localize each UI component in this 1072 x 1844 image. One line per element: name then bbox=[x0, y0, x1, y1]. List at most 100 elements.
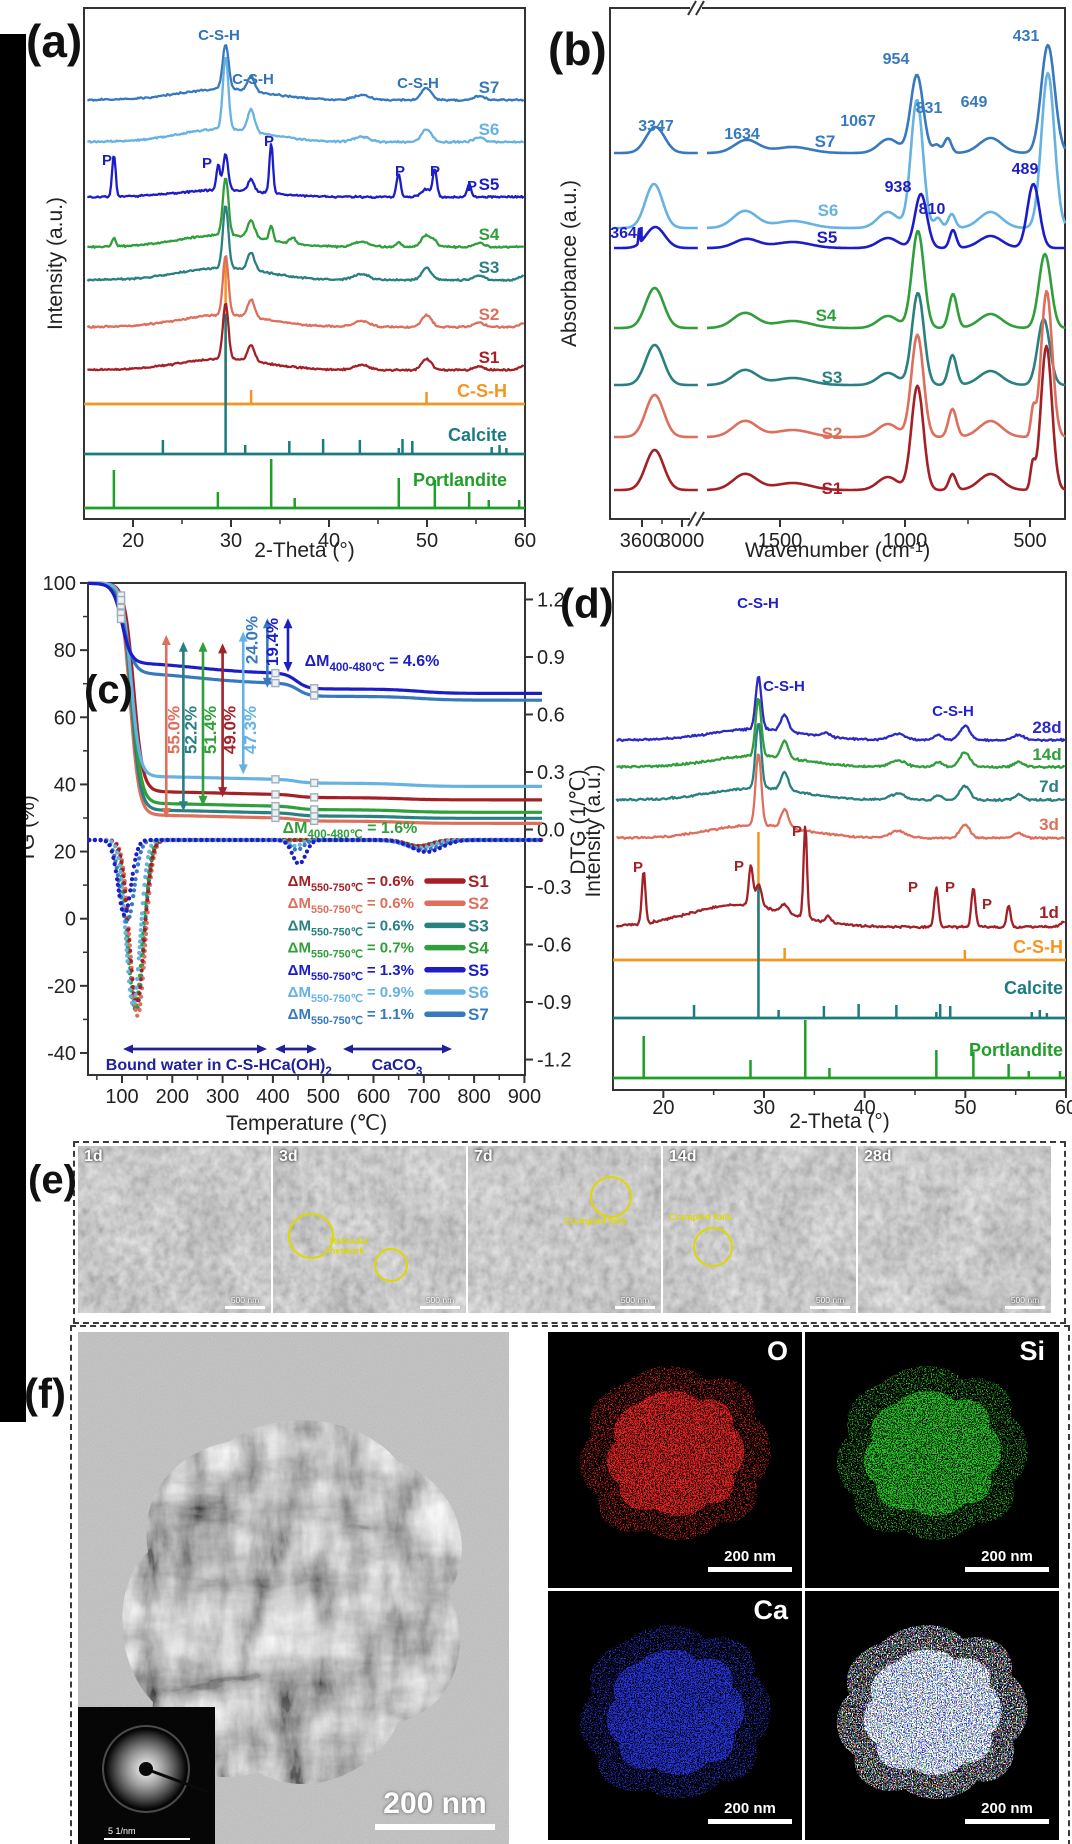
tg-marker bbox=[271, 668, 280, 678]
sem-texture-28d bbox=[858, 1146, 1051, 1313]
dtg-dot bbox=[138, 1002, 143, 1007]
legend-dm-S3: ΔM550-750℃ = 0.6% bbox=[288, 917, 414, 938]
eds-map-O: O 200 nm bbox=[548, 1332, 802, 1588]
x-tick-label: 20 bbox=[652, 1097, 674, 1119]
dtg-dot bbox=[87, 837, 92, 843]
y-axis-title-dtg: DTG (1/℃) bbox=[567, 769, 590, 874]
x-tick-label: 100 bbox=[105, 1086, 138, 1108]
arrow-head bbox=[161, 807, 171, 818]
legend-dm-S7: ΔM550-750℃ = 1.1% bbox=[288, 1006, 414, 1027]
ftir-curve-S2 bbox=[707, 289, 1066, 439]
dtg-dot bbox=[124, 942, 129, 947]
dtg-dot bbox=[416, 848, 421, 853]
dtg-dot bbox=[115, 873, 120, 878]
dtg-dot bbox=[333, 837, 338, 843]
dtg-dot bbox=[123, 889, 128, 894]
band-label-649: 649 bbox=[961, 94, 988, 111]
x-tick-label: 700 bbox=[407, 1086, 440, 1108]
panel-d-label: (d) bbox=[560, 580, 614, 627]
saed-beamstop bbox=[139, 1762, 153, 1776]
eds-element-label: Ca bbox=[753, 1595, 788, 1625]
dtg-dot bbox=[142, 838, 147, 843]
saed-pattern bbox=[78, 1707, 215, 1844]
eds-element-label: O bbox=[766, 1336, 788, 1366]
dtg-dot bbox=[113, 869, 118, 874]
x-tick-label: 1000 bbox=[883, 530, 928, 552]
panel-a-label: (a) bbox=[26, 15, 83, 67]
dtg-dot bbox=[384, 838, 389, 843]
legend-label-S4: S4 bbox=[468, 939, 489, 958]
r-tick-label: 1.2 bbox=[537, 589, 565, 611]
ref-label-C-S-H: C-S-H bbox=[1013, 937, 1063, 957]
arrow-head bbox=[218, 787, 228, 798]
sem-image-28d: 28d 500 nm bbox=[858, 1146, 1051, 1313]
sem-scalebar-line bbox=[1005, 1306, 1045, 1309]
dtg-dot bbox=[430, 843, 435, 848]
ref-label-Calcite: Calcite bbox=[1004, 978, 1063, 998]
dtg-dot bbox=[111, 855, 116, 860]
sem-scalebar: 500 nm bbox=[1005, 1295, 1045, 1309]
eds-scalebar-line bbox=[708, 1567, 792, 1572]
peak-label-P: P bbox=[264, 133, 274, 150]
dtg-dot bbox=[307, 844, 312, 849]
dtg-dot bbox=[356, 837, 361, 843]
band-label-1634: 1634 bbox=[724, 126, 760, 143]
xrd-curve-14d bbox=[616, 697, 1066, 770]
dtg-dot bbox=[123, 930, 128, 935]
dtg-dot bbox=[140, 844, 145, 849]
eds-scalebar-text: 200 nm bbox=[981, 1548, 1033, 1565]
dtg-dot bbox=[124, 948, 129, 953]
dtg-dot bbox=[492, 837, 497, 843]
r-tick-label: 0.3 bbox=[537, 762, 565, 784]
peak-label-C-S-H: C-S-H bbox=[763, 678, 805, 695]
dtg-dot bbox=[481, 837, 486, 843]
dtg-dot bbox=[124, 919, 129, 924]
annotation-text: Crumpled foils bbox=[564, 1216, 628, 1226]
tg-marker bbox=[271, 775, 280, 784]
dtg-dot bbox=[133, 1007, 138, 1012]
xrd-curve-S2 bbox=[86, 255, 525, 330]
sem-image-1d: 1d 500 nm bbox=[78, 1146, 271, 1313]
dtg-dot bbox=[133, 857, 138, 862]
ftir-curve-S3 bbox=[707, 291, 1066, 387]
sem-fine bbox=[78, 1146, 271, 1313]
arrow-head bbox=[283, 661, 293, 672]
dtg-dot bbox=[133, 877, 138, 882]
dtg-dot bbox=[400, 841, 405, 846]
eds-stray bbox=[548, 1332, 802, 1588]
dtg-dot bbox=[127, 931, 132, 937]
dtg-dot bbox=[137, 985, 143, 990]
eds-stray bbox=[548, 1591, 802, 1840]
dtg-dot bbox=[304, 849, 310, 854]
dtg-dot bbox=[127, 979, 132, 984]
dtg-dot bbox=[487, 837, 492, 843]
loss-percent-label: 19.4% bbox=[263, 618, 282, 666]
sem-scalebar-text: 500 nm bbox=[815, 1295, 845, 1305]
dtg-dot bbox=[107, 843, 112, 848]
dtg-dot bbox=[286, 837, 291, 843]
dtg-dot bbox=[435, 841, 440, 846]
ftir-curve-S5 bbox=[613, 225, 699, 250]
tg-marker bbox=[271, 678, 280, 688]
dtg-dot bbox=[127, 987, 132, 992]
dtg-dot bbox=[92, 837, 97, 843]
eds-scalebar: 200 nm bbox=[708, 1800, 792, 1824]
dtg-dot bbox=[249, 837, 254, 843]
dtg-dot bbox=[137, 1007, 142, 1012]
curve-label-S4: S4 bbox=[479, 225, 500, 244]
xrd-curve-S7 bbox=[87, 44, 525, 102]
dtg-dot bbox=[135, 1013, 140, 1018]
dtg-dot bbox=[442, 843, 448, 848]
legend-label-S3: S3 bbox=[468, 916, 489, 935]
dtg-dot bbox=[139, 968, 144, 973]
legend-dm-S4: ΔM550-750℃ = 0.7% bbox=[288, 940, 414, 961]
dtg-dot bbox=[292, 856, 297, 861]
axis-break-mark bbox=[687, 511, 697, 527]
dtg-dot bbox=[255, 837, 260, 843]
x-axis-title: 2-Theta (°) bbox=[789, 1110, 890, 1133]
panel-a-xrd-chart: 20 30 40 50 60 2-Theta (°) Intensity (a.u.) C-S… bbox=[44, 7, 536, 562]
peak-label-P: P bbox=[908, 879, 918, 896]
ftir-curve-S7 bbox=[707, 43, 1067, 155]
panel-e-sem-strip: 1d 500 nm 3d Reticular network 500 nm 7d… bbox=[73, 1141, 1066, 1324]
dtg-dot bbox=[132, 1000, 137, 1005]
